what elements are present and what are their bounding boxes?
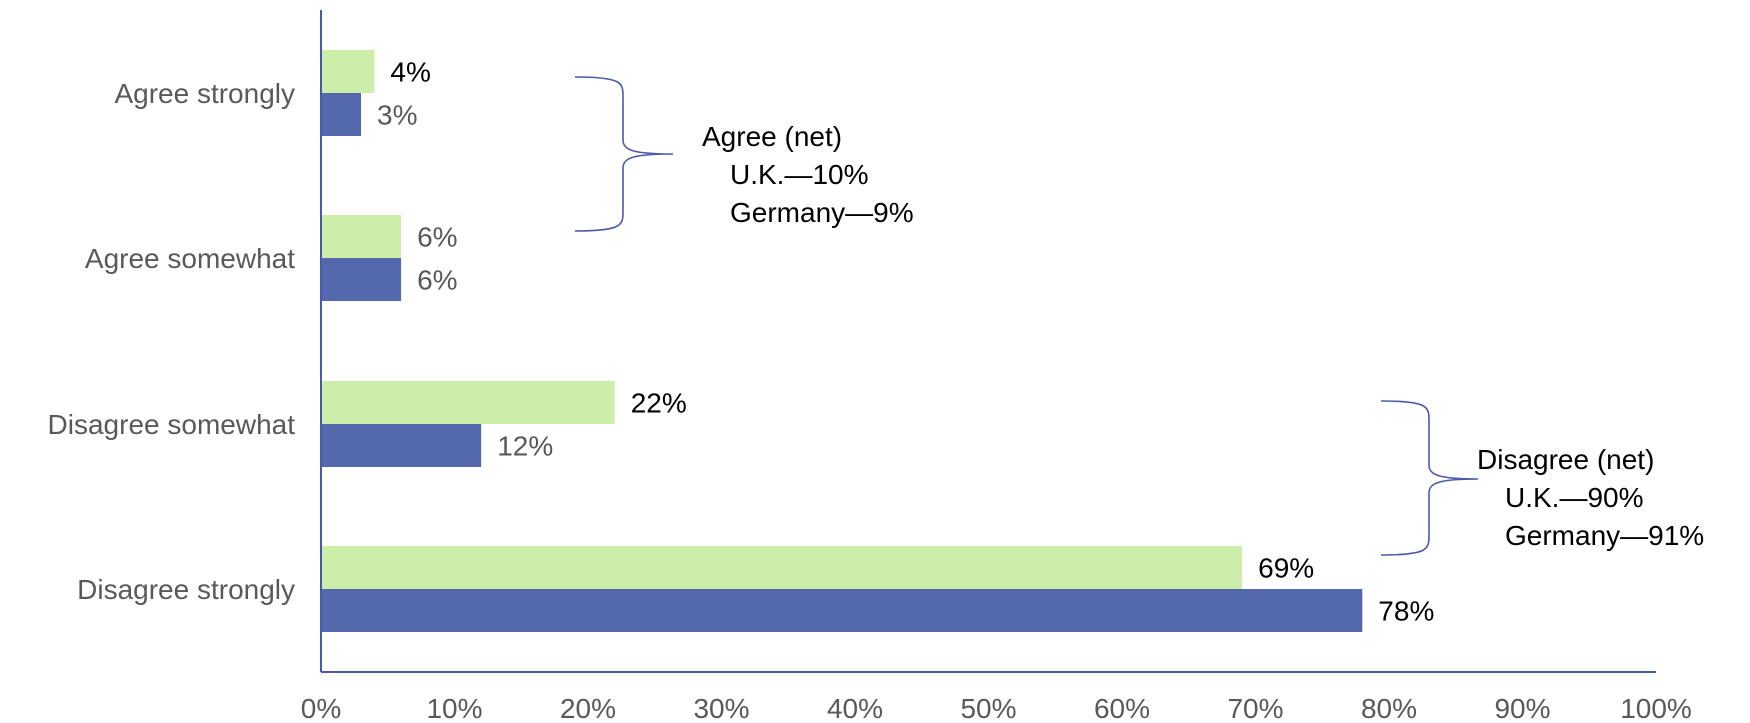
agree-net-line-1: Agree (net)	[702, 121, 842, 152]
data-label-series-1-4: 69%	[1258, 553, 1314, 584]
bar-series-2-1	[321, 93, 361, 136]
bar-series-2-2	[321, 258, 401, 301]
bar-series-2-3	[321, 424, 481, 467]
disagree-net-line-3: Germany—91%	[1505, 520, 1704, 551]
category-label-4: Disagree strongly	[77, 574, 295, 605]
x-tick-label-2: 10%	[426, 693, 482, 723]
data-label-series-1-3: 22%	[631, 388, 687, 419]
x-tick-label-8: 70%	[1227, 693, 1283, 723]
data-label-series-2-2: 6%	[417, 265, 457, 296]
x-tick-label-9: 80%	[1361, 693, 1417, 723]
category-label-1: Agree strongly	[114, 78, 295, 109]
x-tick-label-5: 40%	[827, 693, 883, 723]
data-label-series-1-1: 4%	[390, 57, 430, 88]
disagree-net-line-1: Disagree (net)	[1477, 444, 1654, 475]
x-tick-label-4: 30%	[693, 693, 749, 723]
annotations-layer: Agree (net) U.K.—10% Germany—9% Disagree (n…	[575, 77, 1704, 555]
bar-series-1-2	[321, 215, 401, 258]
agree-net-line-2: U.K.—10%	[730, 159, 869, 190]
x-tick-label-3: 20%	[560, 693, 616, 723]
disagree-net-bracket	[1381, 401, 1478, 555]
x-tick-label-1: 0%	[301, 693, 341, 723]
tick-labels: 0% 10% 20% 30% 40% 50% 60% 70% 80% 90% 100%	[301, 693, 1692, 723]
bar-series-1-3	[321, 381, 615, 424]
category-label-2: Agree somewhat	[85, 243, 295, 274]
data-label-series-2-1: 3%	[377, 100, 417, 131]
agree-net-line-3: Germany—9%	[730, 197, 914, 228]
bar-series-1-1	[321, 50, 374, 93]
x-tick-label-6: 50%	[960, 693, 1016, 723]
data-label-series-2-4: 78%	[1378, 596, 1434, 627]
agree-net-bracket	[575, 77, 673, 231]
data-label-series-1-2: 6%	[417, 222, 457, 253]
category-labels: Agree strongly Agree somewhat Disagree som…	[48, 78, 296, 605]
bar-series-1-4	[321, 546, 1242, 589]
x-tick-label-7: 60%	[1094, 693, 1150, 723]
x-tick-label-11: 100%	[1620, 693, 1692, 723]
data-label-series-2-3: 12%	[497, 431, 553, 462]
disagree-net-line-2: U.K.—90%	[1505, 482, 1644, 513]
data-labels: 4% 3% 6% 6% 22% 12% 69% 78%	[377, 57, 1434, 627]
bar-series-2-4	[321, 589, 1362, 632]
category-label-3: Disagree somewhat	[48, 409, 296, 440]
x-tick-label-10: 90%	[1494, 693, 1550, 723]
